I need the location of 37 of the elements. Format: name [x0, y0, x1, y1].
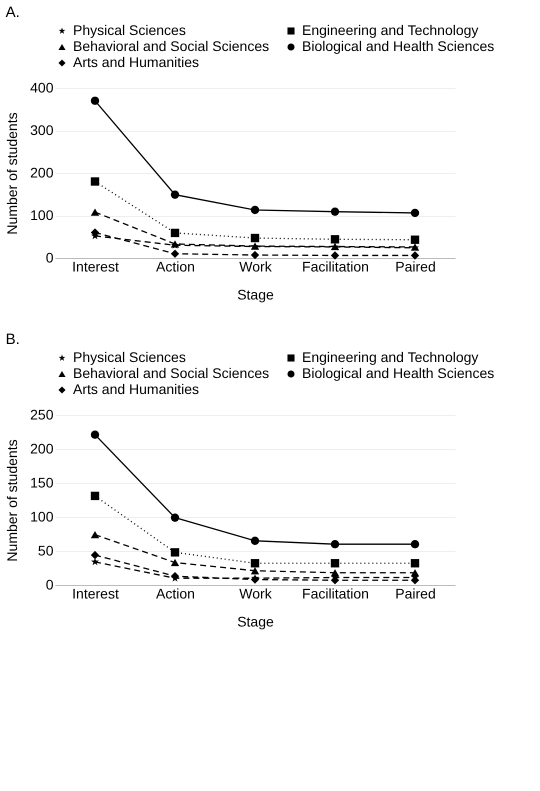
x-tick-label: Facilitation [302, 586, 369, 602]
x-axis-title: Stage [237, 286, 274, 302]
y-tick-label: 250 [30, 406, 54, 422]
legend-label: Biological and Health Sciences [302, 365, 494, 381]
x-tick-label: Action [156, 258, 195, 274]
chart-title: A. [6, 4, 20, 21]
x-tick-label: Work [239, 258, 273, 274]
legend-label: Physical Sciences [73, 22, 186, 38]
y-tick-label: 150 [30, 474, 54, 490]
x-axis-title: Stage [237, 614, 274, 630]
legend-label: Arts and Humanities [73, 381, 200, 397]
x-tick-label: Interest [72, 258, 119, 274]
y-tick-label: 300 [30, 122, 54, 138]
legend-label: Biological and Health Sciences [302, 38, 494, 54]
y-tick-label: 200 [30, 440, 54, 456]
legend-label: Arts and Humanities [73, 54, 200, 70]
y-tick-label: 200 [30, 164, 54, 180]
chart-title: B. [6, 331, 20, 348]
legend-label: Physical Sciences [73, 349, 186, 365]
legend-label: Engineering and Technology [302, 22, 478, 38]
legend-label: Behavioral and Social Sciences [73, 38, 270, 54]
x-tick-label: Paired [395, 586, 436, 602]
y-tick-label: 0 [46, 576, 54, 592]
y-axis-title: Number of students [4, 112, 20, 235]
x-tick-label: Action [156, 586, 195, 602]
x-tick-label: Facilitation [302, 258, 369, 274]
x-tick-label: Interest [72, 586, 119, 602]
y-axis-title: Number of students [4, 439, 20, 562]
legend-label: Behavioral and Social Sciences [73, 365, 270, 381]
y-tick-label: 0 [46, 250, 54, 266]
x-tick-label: Paired [395, 258, 436, 274]
y-tick-label: 100 [30, 508, 54, 524]
legend-label: Engineering and Technology [302, 349, 478, 365]
y-tick-label: 50 [38, 542, 54, 558]
y-tick-label: 100 [30, 207, 54, 223]
x-tick-label: Work [239, 586, 273, 602]
y-tick-label: 400 [30, 80, 54, 96]
